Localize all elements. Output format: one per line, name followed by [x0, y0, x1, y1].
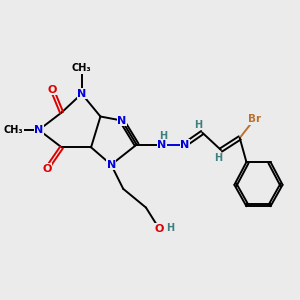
Text: O: O — [42, 164, 52, 174]
Text: N: N — [77, 89, 86, 99]
Text: H: H — [214, 153, 222, 163]
Text: N: N — [158, 140, 167, 150]
Text: N: N — [34, 125, 44, 135]
Text: N: N — [117, 116, 127, 125]
Text: O: O — [155, 224, 164, 234]
Text: N: N — [106, 160, 116, 170]
Text: H: H — [159, 131, 167, 141]
Text: N: N — [180, 140, 189, 150]
Text: CH₃: CH₃ — [4, 125, 23, 135]
Text: Br: Br — [248, 114, 261, 124]
Text: H: H — [194, 120, 202, 130]
Text: O: O — [47, 85, 57, 95]
Text: CH₃: CH₃ — [72, 63, 92, 73]
Text: H: H — [167, 223, 175, 233]
